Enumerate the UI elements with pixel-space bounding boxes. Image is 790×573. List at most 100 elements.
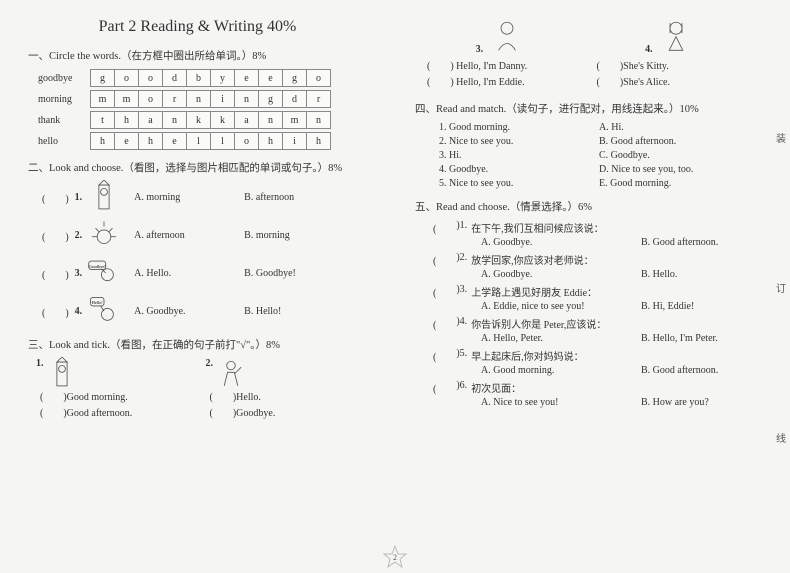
sec3b-fig3: 3. <box>476 18 524 55</box>
circle-cell: a <box>138 111 163 129</box>
option-a: A. Eddie, nice to see you! <box>481 301 641 312</box>
circle-cell: t <box>90 111 115 129</box>
circle-label: thank <box>38 115 90 126</box>
choose-item: ( )6. 初次见面： A. Nice to see you!B. How are … <box>433 380 754 408</box>
sec4-pairs: 1. Good morning.A. Hi.2. Nice to see you… <box>415 122 754 189</box>
circle-cell: i <box>210 90 235 108</box>
match-right: B. Good afternoon. <box>599 136 676 147</box>
part-title: Part 2 Reading & Writing 40% <box>28 18 367 36</box>
circle-cell: n <box>306 111 331 129</box>
match-row: 2. Nice to see you.B. Good afternoon. <box>439 136 754 147</box>
option-b: B. Hello! <box>244 306 281 317</box>
paren: ( ) <box>42 266 69 281</box>
option-b: B. Hi, Eddie! <box>641 301 694 312</box>
sec3-right-num: 2. <box>206 358 214 369</box>
match-left: 3. Hi. <box>439 150 599 161</box>
option-b: B. Hello. <box>641 269 677 280</box>
circle-cells: thankkanmn <box>90 111 330 129</box>
circle-cell: a <box>234 111 259 129</box>
option-b: B. afternoon <box>244 192 294 203</box>
paren: ( <box>433 380 456 395</box>
question-text: 早上起床后,你对妈妈说： <box>471 348 584 363</box>
option-b: B. Hello, I'm Peter. <box>641 333 718 344</box>
lc-row: ( )2.A. afternoonB. morning <box>42 219 367 251</box>
sec3-right-l1: ( )Hello. <box>210 390 368 406</box>
question-text: 放学回家,你应该对老师说： <box>471 252 594 267</box>
paren: ( ) <box>42 190 69 205</box>
hello-bubble-icon: Hello! <box>86 295 122 327</box>
left-page: Part 2 Reading & Writing 40% 一、Circle th… <box>0 0 395 573</box>
circle-table: goodbyegoodbyeegomorningmmorningdrthankt… <box>38 69 367 150</box>
circle-cell: g <box>90 69 115 87</box>
match-right: C. Goodbye. <box>599 150 650 161</box>
sec3b-row: 3. 4. <box>415 18 754 55</box>
sec3-right-l2: ( )Goodbye. <box>210 406 368 422</box>
circle-cell: e <box>162 132 187 150</box>
right-page: 3. 4. ( ) Hello, I'm Danny. ( ) Hello, I… <box>395 0 790 573</box>
side-char-c: 线 <box>776 430 786 445</box>
option-a: A. Hello, Peter. <box>481 333 641 344</box>
sec2-head: 二、Look and choose.（看图，选择与图片相匹配的单词或句子。）8% <box>28 160 367 175</box>
sec3b-3-l1: ( ) Hello, I'm Danny. <box>427 59 585 75</box>
option-a: A. Nice to see you! <box>481 397 641 408</box>
match-left: 2. Nice to see you. <box>439 136 599 147</box>
sec3-head: 三、Look and tick.（看图，在正确的句子前打"√"。）8% <box>28 337 367 352</box>
match-right: A. Hi. <box>599 122 624 133</box>
match-row: 4. Goodbye.D. Nice to see you, too. <box>439 164 754 175</box>
circle-cells: hehellohih <box>90 132 330 150</box>
item-num: )4. <box>456 316 467 331</box>
page-number-star: 2 <box>383 545 407 569</box>
circle-cell: h <box>258 132 283 150</box>
paren: ( <box>433 316 456 331</box>
side-char-a: 装 <box>776 130 786 145</box>
circle-cell: l <box>186 132 211 150</box>
circle-cell: l <box>210 132 235 150</box>
sec2-items: ( )1.A. morningB. afternoon( )2.A. after… <box>28 181 367 327</box>
sec3b-lines: ( ) Hello, I'm Danny. ( ) Hello, I'm Edd… <box>415 59 754 91</box>
option-a: A. Goodbye. <box>481 269 641 280</box>
option-a: A. Goodbye. <box>481 237 641 248</box>
boy-icon <box>490 18 524 52</box>
sec3b-fig4: 4. <box>645 18 693 55</box>
lc-row: ( )3.Goodbye!A. Hello.B. Goodbye! <box>42 257 367 289</box>
paren: ( ) <box>42 228 69 243</box>
svg-text:Hello!: Hello! <box>92 300 103 305</box>
choose-item: ( )3. 上学路上遇见好朋友 Eddie： A. Eddie, nice to s… <box>433 284 754 312</box>
paren: ( <box>433 284 456 299</box>
circle-cell: i <box>282 132 307 150</box>
option-a: A. morning <box>134 192 244 203</box>
item-num: )5. <box>456 348 467 363</box>
circle-cell: h <box>90 132 115 150</box>
sec3b-3-l2: ( ) Hello, I'm Eddie. <box>427 75 585 91</box>
clock-tower-icon <box>44 358 80 390</box>
match-left: 4. Goodbye. <box>439 164 599 175</box>
sec3b-3-num: 3. <box>476 44 484 55</box>
match-left: 1. Good morning. <box>439 122 599 133</box>
sec3-left: 1. ( )Good morning. ( )Good afternoon. <box>28 358 198 422</box>
item-num: )3. <box>456 284 467 299</box>
option-a: A. Goodbye. <box>134 306 244 317</box>
sec3-left-num: 1. <box>36 358 44 369</box>
sec3b-4-l2: ( )She's Alice. <box>597 75 755 91</box>
choose-item: ( )5.早上起床后,你对妈妈说：A. Good morning.B. Good… <box>433 348 754 376</box>
circle-cell: r <box>306 90 331 108</box>
circle-label: hello <box>38 136 90 147</box>
girl-icon <box>659 18 693 52</box>
circle-cell: n <box>162 111 187 129</box>
circle-cell: k <box>210 111 235 129</box>
item-num: )6. <box>456 380 467 395</box>
circle-cell: g <box>282 69 307 87</box>
circle-cell: h <box>306 132 331 150</box>
option-a: A. afternoon <box>134 230 244 241</box>
circle-cell: o <box>234 132 259 150</box>
question-text: 上学路上遇见好朋友 Eddie： <box>471 284 597 299</box>
item-num: 4. <box>75 306 83 317</box>
circle-cell: m <box>90 90 115 108</box>
question-text: 你告诉别人你是 Peter,应该说： <box>471 316 606 331</box>
circle-row: morningmmorningdr <box>38 90 367 108</box>
option-b: B. How are you? <box>641 397 709 408</box>
choose-item: ( )1.在下午,我们互相问候应该说：A. Goodbye.B. Good af… <box>433 220 754 248</box>
question-text: 初次见面： <box>471 380 521 395</box>
match-left: 5. Nice to see you. <box>439 178 599 189</box>
circle-cell: m <box>282 111 307 129</box>
